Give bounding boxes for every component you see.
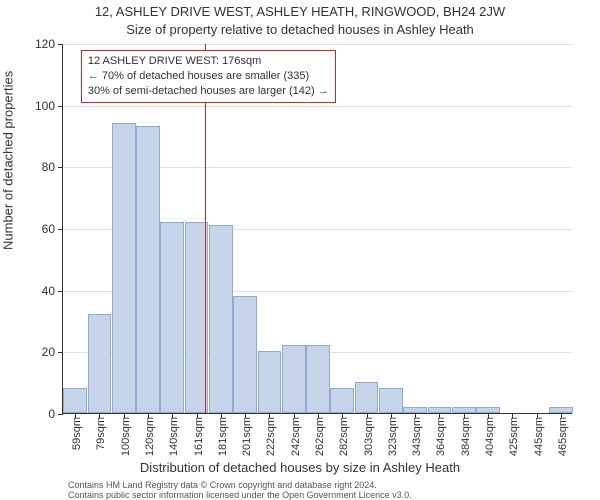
ytick-mark: [58, 106, 63, 107]
ytick-label: 40: [42, 284, 55, 298]
xtick-label: 79sqm: [95, 417, 107, 450]
info-line-1: 12 ASHLEY DRIVE WEST: 176sqm: [88, 54, 329, 69]
info-box: 12 ASHLEY DRIVE WEST: 176sqm ← 70% of de…: [81, 50, 336, 103]
ytick-label: 0: [48, 407, 55, 421]
xtick-label: 242sqm: [290, 417, 302, 456]
ytick-mark: [58, 352, 63, 353]
ytick-label: 60: [42, 222, 55, 236]
ytick-mark: [58, 44, 63, 45]
xtick-label: 140sqm: [168, 417, 180, 456]
bar: [88, 314, 112, 413]
xtick-label: 425sqm: [508, 417, 520, 456]
xtick-label: 384sqm: [460, 417, 472, 456]
ytick-label: 120: [35, 37, 55, 51]
xtick-label: 445sqm: [533, 417, 545, 456]
xtick-label: 59sqm: [71, 417, 83, 450]
ytick-label: 20: [42, 345, 55, 359]
xtick-label: 404sqm: [484, 417, 496, 456]
attribution-line-1: Contains HM Land Registry data © Crown c…: [68, 480, 412, 490]
bar: [306, 345, 330, 413]
bar: [379, 388, 403, 413]
xtick-label: 323sqm: [387, 417, 399, 456]
xtick-label: 282sqm: [338, 417, 350, 456]
x-axis-label: Distribution of detached houses by size …: [0, 460, 600, 475]
y-axis-label: Number of detached properties: [1, 71, 16, 250]
plot-area: 02040608010012059sqm79sqm100sqm120sqm140…: [62, 44, 572, 414]
bar: [258, 351, 282, 413]
ytick-mark: [58, 229, 63, 230]
xtick-label: 100sqm: [120, 417, 132, 456]
xtick-label: 181sqm: [217, 417, 229, 456]
xtick-label: 222sqm: [265, 417, 277, 456]
ytick-label: 100: [35, 99, 55, 113]
grid-line: [63, 106, 572, 107]
xtick-label: 465sqm: [557, 417, 569, 456]
bar: [355, 382, 379, 413]
ytick-mark: [58, 167, 63, 168]
info-line-3: 30% of semi-detached houses are larger (…: [88, 84, 329, 99]
bar: [282, 345, 306, 413]
chart-container: 12, ASHLEY DRIVE WEST, ASHLEY HEATH, RIN…: [0, 0, 600, 500]
bar: [233, 296, 257, 413]
ytick-label: 80: [42, 160, 55, 174]
info-line-2: ← 70% of detached houses are smaller (33…: [88, 69, 329, 84]
bar: [209, 225, 233, 413]
bar: [112, 123, 136, 413]
xtick-label: 262sqm: [314, 417, 326, 456]
attribution-line-2: Contains public sector information licen…: [68, 490, 412, 500]
bar: [330, 388, 354, 413]
xtick-label: 364sqm: [435, 417, 447, 456]
xtick-label: 343sqm: [411, 417, 423, 456]
xtick-label: 201sqm: [241, 417, 253, 456]
xtick-label: 161sqm: [193, 417, 205, 456]
attribution: Contains HM Land Registry data © Crown c…: [68, 480, 412, 500]
bar: [160, 222, 184, 413]
bar: [136, 126, 160, 413]
xtick-label: 120sqm: [144, 417, 156, 456]
ytick-mark: [58, 291, 63, 292]
xtick-label: 303sqm: [363, 417, 375, 456]
grid-line: [63, 44, 572, 45]
chart-title: 12, ASHLEY DRIVE WEST, ASHLEY HEATH, RIN…: [0, 4, 600, 19]
ytick-mark: [58, 414, 63, 415]
chart-subtitle: Size of property relative to detached ho…: [0, 22, 600, 37]
bar: [63, 388, 87, 413]
